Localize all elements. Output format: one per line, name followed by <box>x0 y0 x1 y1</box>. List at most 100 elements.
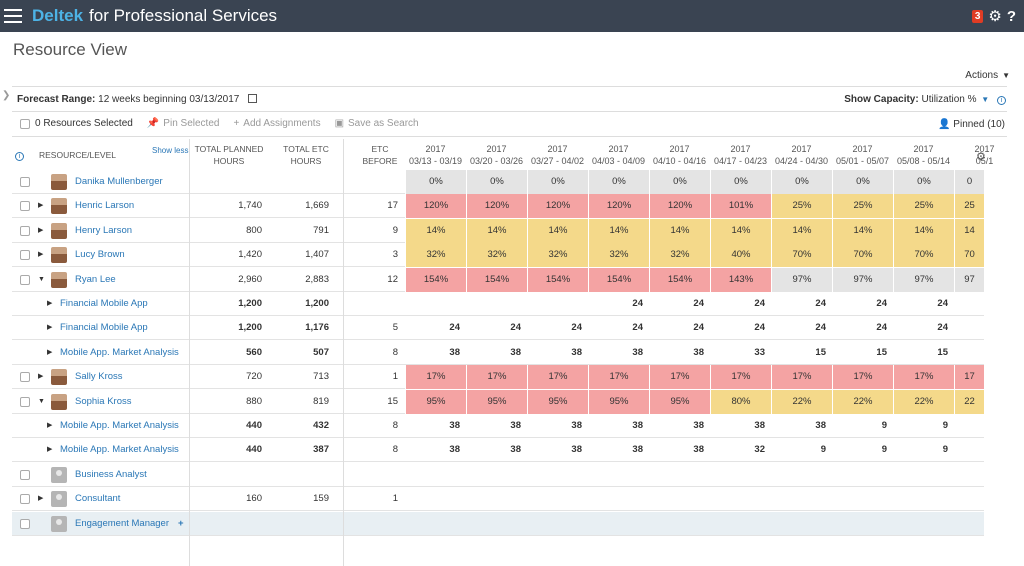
row-checkbox[interactable] <box>20 177 30 187</box>
notification-badge[interactable]: 3 <box>971 9 984 23</box>
info-icon[interactable]: i <box>997 96 1006 105</box>
hours-cell: 24 <box>571 322 582 334</box>
expand-icon[interactable]: ▶ <box>38 373 44 381</box>
utilization-cell: 40% <box>710 243 771 268</box>
resource-name[interactable]: Danika Mullenberger <box>75 176 163 187</box>
menu-icon[interactable] <box>4 9 22 23</box>
actions-label: Actions <box>965 70 999 81</box>
header-week[interactable]: 2017 03/20 - 03/26 <box>466 139 527 171</box>
pin-selected-button[interactable]: 📌 Pin Selected <box>147 118 220 129</box>
caret-down-icon[interactable]: ▼ <box>981 95 990 104</box>
resource-row[interactable]: ▼ Ryan Lee 2,960 2,883 12 154% 154% 154% 154% 154… <box>12 267 984 292</box>
select-all-checkbox[interactable] <box>20 118 30 129</box>
pinned-toggle[interactable]: 👤 Pinned (10) <box>938 119 1005 130</box>
total-planned-hours: 880 <box>246 395 262 407</box>
resource-row[interactable]: ▶ Lucy Brown 1,420 1,407 3 32% 32% 32% 32% 32% 40%… <box>12 243 984 268</box>
resource-name[interactable]: Financial Mobile App <box>60 322 148 334</box>
gear-icon[interactable]: ⚙ <box>976 151 986 163</box>
row-checkbox[interactable] <box>20 372 30 383</box>
total-etc-hours <box>268 463 329 487</box>
resource-name[interactable]: Lucy Brown <box>75 249 125 261</box>
resource-row[interactable]: ▼ Sophia Kross 880 819 15 95% 95% 95% 95% 95% 80% 2… <box>12 389 984 414</box>
show-less-link[interactable]: Show less <box>152 146 189 155</box>
header-resource[interactable]: RESOURCE/LEVEL <box>39 150 116 160</box>
help-icon[interactable]: ? <box>1006 7 1016 25</box>
add-assignments-button[interactable]: + Add Assignments <box>233 118 320 129</box>
header-week[interactable]: 2017 03/13 - 03/19 <box>405 139 466 171</box>
hours-cell: 38 <box>571 420 582 431</box>
header-etc-before[interactable]: ETC BEFORE <box>350 139 410 171</box>
hours-cell: 38 <box>449 444 460 456</box>
utilization-cell: 80% <box>710 389 771 414</box>
resource-row[interactable]: ▶ Henric Larson 1,740 1,669 17 120% 120% 120% 12… <box>12 194 984 219</box>
expand-icon[interactable]: ▶ <box>38 495 44 503</box>
row-checkbox[interactable] <box>20 274 30 285</box>
utilization-cell: 120% <box>588 194 649 219</box>
row-checkbox[interactable] <box>20 494 30 505</box>
header-total-etc[interactable]: TOTAL ETC HOURS <box>274 139 338 171</box>
expand-icon[interactable]: ▶ <box>38 251 44 259</box>
resource-name[interactable]: Financial Mobile App <box>60 298 148 309</box>
header-week[interactable]: 2017 04/10 - 04/16 <box>649 139 710 171</box>
resource-row[interactable]: ▶ Consultant 160 159 1 <box>12 487 984 512</box>
resource-row[interactable]: Danika Mullenberger 0% 0% 0% 0% 0% 0% 0% 0% 0% 0 <box>12 170 984 194</box>
total-planned-hours: 1,420 <box>238 249 262 261</box>
header-week[interactable]: 2017 04/24 - 04/30 <box>771 139 832 171</box>
gear-icon[interactable]: ⚙ <box>988 8 1002 25</box>
utilization-cell: 25% <box>771 194 832 219</box>
header-week[interactable]: 2017 03/27 - 04/02 <box>527 139 588 171</box>
resource-row[interactable]: Engagement Manager + <box>12 511 984 536</box>
project-row[interactable]: ▶ Financial Mobile App 1,200 1,176 5 24 24 24 24… <box>12 316 984 341</box>
expand-icon[interactable]: ▶ <box>38 202 44 210</box>
resource-name[interactable]: Sally Kross <box>75 371 123 383</box>
expand-icon[interactable]: ▶ <box>47 348 53 356</box>
resource-name[interactable]: Henric Larson <box>75 200 135 212</box>
row-checkbox[interactable] <box>20 250 30 261</box>
expand-icon[interactable]: ▶ <box>47 324 53 332</box>
collapse-icon[interactable]: ▼ <box>38 397 45 405</box>
resource-name[interactable]: Business Analyst <box>75 468 147 480</box>
row-checkbox[interactable] <box>20 469 30 480</box>
resource-name[interactable]: Mobile App. Market Analysis <box>60 346 179 358</box>
resource-name[interactable]: Sophia Kross <box>75 395 132 407</box>
edit-range-icon[interactable] <box>248 94 258 103</box>
row-checkbox[interactable] <box>20 225 30 236</box>
resource-name[interactable]: Engagement Manager <box>75 517 170 529</box>
header-week[interactable]: 2017 04/17 - 04/23 <box>710 139 771 171</box>
capacity-value[interactable]: Utilization % <box>921 94 977 105</box>
row-checkbox[interactable] <box>20 201 30 212</box>
brand-logo[interactable]: Deltek <box>32 6 84 25</box>
add-icon[interactable]: + <box>178 517 184 529</box>
expand-icon[interactable]: ▶ <box>47 422 53 429</box>
resource-name[interactable]: Ryan Lee <box>75 273 116 285</box>
show-capacity[interactable]: Show Capacity: Utilization % ▼ i <box>844 94 1006 105</box>
project-row[interactable]: ▶ Mobile App. Market Analysis 440 387 8 38 38 3… <box>12 438 984 463</box>
row-checkbox[interactable] <box>20 518 30 529</box>
project-row[interactable]: ▶ Mobile App. Market Analysis 560 507 8 38 38 3… <box>12 341 984 365</box>
header-week[interactable]: 2017 04/03 - 04/09 <box>588 139 649 171</box>
expand-panel-icon[interactable]: ❯ <box>2 90 11 101</box>
project-row[interactable]: ▶ Financial Mobile App 1,200 1,200 24 24 24 24 2… <box>12 292 984 316</box>
resource-name[interactable]: Mobile App. Market Analysis <box>60 420 179 431</box>
expand-icon[interactable]: ▶ <box>38 226 44 234</box>
header-week[interactable]: 2017 05/08 - 05/14 <box>893 139 954 171</box>
collapse-icon[interactable]: ▼ <box>38 275 45 283</box>
pinned-label: Pinned (10) <box>953 119 1005 130</box>
resource-name[interactable]: Consultant <box>75 493 121 505</box>
row-checkbox[interactable] <box>20 396 30 407</box>
actions-menu[interactable]: Actions ▼ <box>965 70 1010 81</box>
resource-name[interactable]: Henry Larson <box>75 224 133 236</box>
resource-row[interactable]: Business Analyst <box>12 463 984 487</box>
header-week[interactable]: 2017 05/01 - 05/07 <box>832 139 893 171</box>
resource-row[interactable]: ▶ Henry Larson 800 791 9 14% 14% 14% 14% 14% 14% 14… <box>12 218 984 243</box>
project-row[interactable]: ▶ Mobile App. Market Analysis 440 432 8 38 38 3… <box>12 414 984 438</box>
header-total-planned[interactable]: TOTAL PLANNED HOURS <box>190 139 268 171</box>
week-range: 05/1 <box>975 156 994 166</box>
header-week[interactable]: 2017 05/1 <box>954 139 1015 171</box>
info-icon[interactable]: i <box>15 152 24 161</box>
save-search-button[interactable]: ▣ Save as Search <box>335 118 419 129</box>
expand-icon[interactable]: ▶ <box>47 446 53 454</box>
expand-icon[interactable]: ▶ <box>47 300 53 307</box>
resource-row[interactable]: ▶ Sally Kross 720 713 1 17% 17% 17% 17% 17% 17% 17%… <box>12 365 984 390</box>
resource-name[interactable]: Mobile App. Market Analysis <box>60 444 179 456</box>
